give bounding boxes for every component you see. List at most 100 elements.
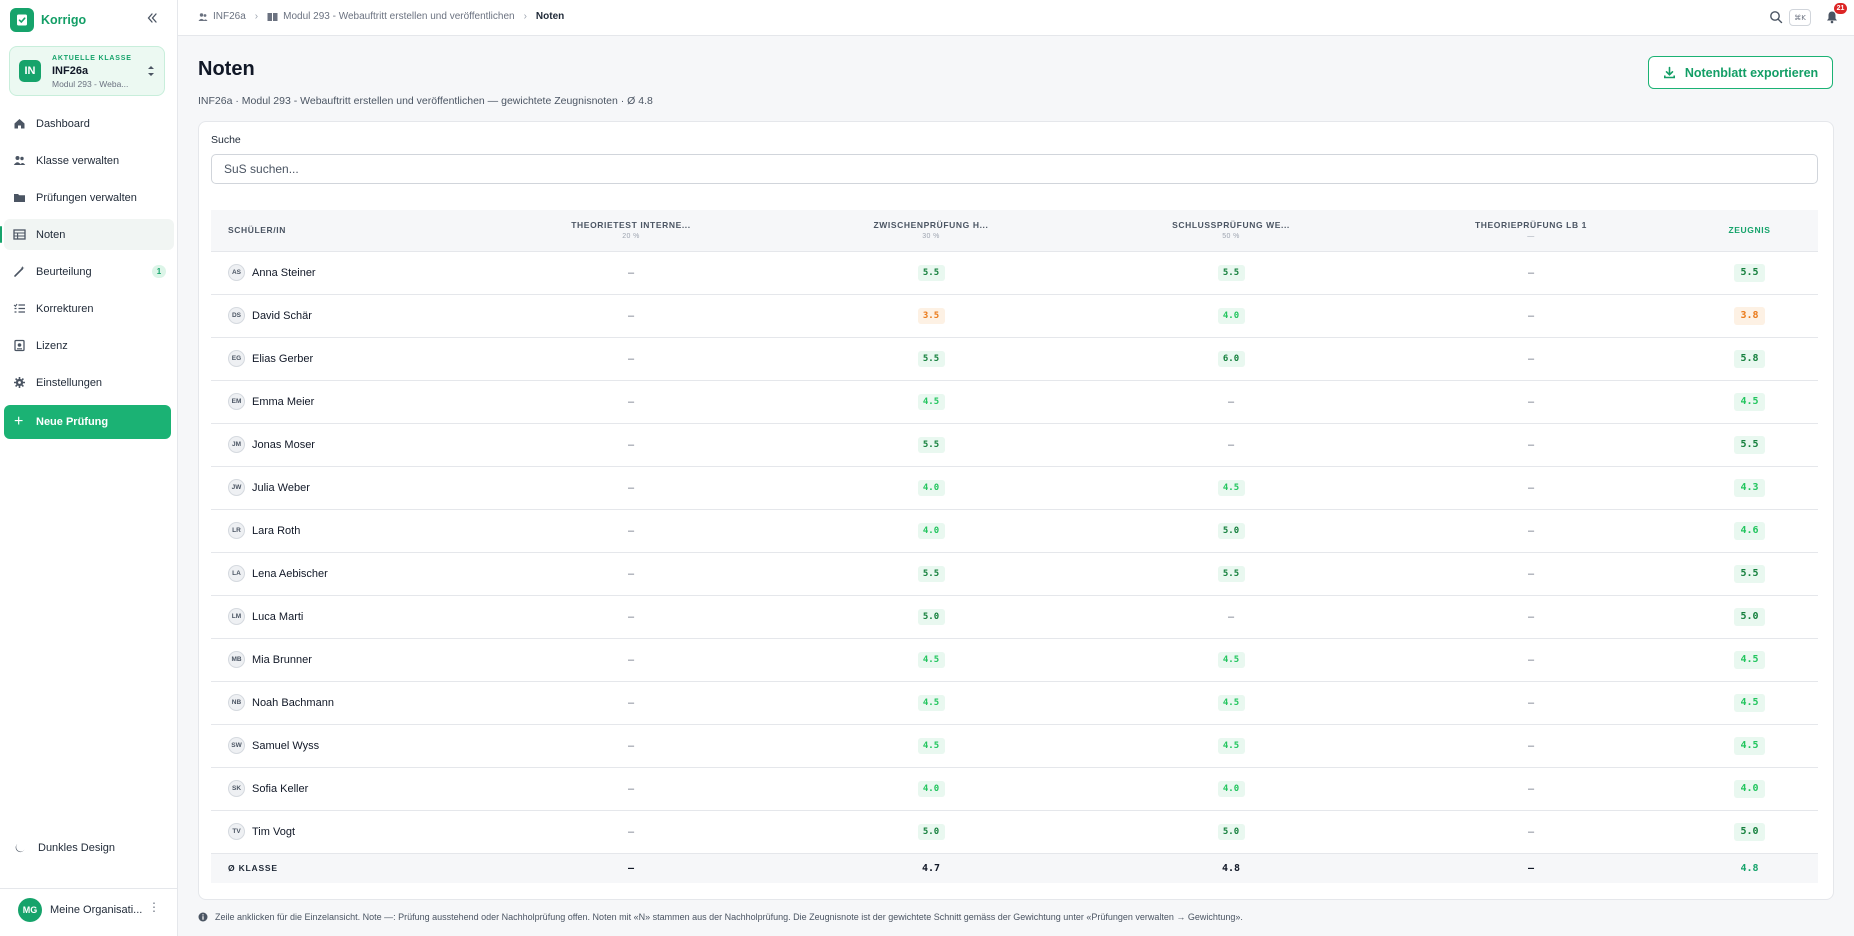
table-row[interactable]: AS Anna Steiner – 5.5 5.5 – 5.5 xyxy=(211,250,1818,294)
student-cell: SW Samuel Wyss xyxy=(211,723,481,767)
grade-cell: – xyxy=(481,766,781,810)
zeugnis-grade-badge: 5.5 xyxy=(1734,564,1765,583)
grade-cell: 4.0 xyxy=(781,766,1081,810)
grade-cell: 3.5 xyxy=(781,293,1081,337)
export-grades-button[interactable]: Notenblatt exportieren xyxy=(1648,56,1833,89)
new-exam-button[interactable]: + Neue Prüfung xyxy=(4,405,171,439)
grade-missing: – xyxy=(1527,352,1535,365)
table-row[interactable]: JW Julia Weber – 4.0 4.5 – 4.3 xyxy=(211,465,1818,509)
table-row[interactable]: NB Noah Bachmann – 4.5 4.5 – 4.5 xyxy=(211,680,1818,724)
sidebar-item-korrekturen[interactable]: Korrekturen xyxy=(4,293,174,324)
grade-cell: 4.5 xyxy=(781,379,1081,423)
grade-badge: 5.0 xyxy=(917,608,945,625)
search-icon[interactable] xyxy=(1769,10,1783,24)
grade-cell: – xyxy=(481,594,781,638)
grade-badge: 5.5 xyxy=(917,565,945,582)
table-row[interactable]: JM Jonas Moser – 5.5 – – 5.5 xyxy=(211,422,1818,466)
table-row[interactable]: SW Samuel Wyss – 4.5 4.5 – 4.5 xyxy=(211,723,1818,767)
student: NB Noah Bachmann xyxy=(228,694,481,711)
sidebar-item-beurteilung[interactable]: Beurteilung 1 xyxy=(4,256,174,287)
column-header[interactable]: THEORIEPRÜFUNG LB 1 — xyxy=(1381,210,1681,251)
grade-badge: 4.0 xyxy=(917,780,945,797)
student-avatar: NB xyxy=(228,694,245,711)
column-header[interactable]: SCHLUSSPRÜFUNG WE... 50 % xyxy=(1081,210,1381,251)
grade-missing: – xyxy=(627,825,635,838)
grade-missing: – xyxy=(1527,782,1535,795)
column-header[interactable]: ZEUGNIS xyxy=(1681,210,1818,251)
grade-cell: – xyxy=(481,465,781,509)
student-name: Tim Vogt xyxy=(252,825,295,838)
grade-cell: 5.5 xyxy=(781,551,1081,595)
more-vertical-icon[interactable]: ⋮ xyxy=(148,900,160,914)
users-icon xyxy=(198,12,208,21)
breadcrumb: INF26a › Modul 293 - Webauftritt erstell… xyxy=(198,11,564,22)
table-row[interactable]: LM Luca Marti – 5.0 – – 5.0 xyxy=(211,594,1818,638)
table-row[interactable]: DS David Schär – 3.5 4.0 – 3.8 xyxy=(211,293,1818,337)
table-row[interactable]: LR Lara Roth – 4.0 5.0 – 4.6 xyxy=(211,508,1818,552)
new-exam-label: Neue Prüfung xyxy=(36,416,109,428)
brand[interactable]: Korrigo xyxy=(10,8,86,32)
grade-cell: 5.5 xyxy=(781,336,1081,380)
student: LR Lara Roth xyxy=(228,522,481,539)
column-header[interactable]: ZWISCHENPRÜFUNG H... 30 % xyxy=(781,210,1081,251)
table-row[interactable]: LA Lena Aebischer – 5.5 5.5 – 5.5 xyxy=(211,551,1818,595)
dark-mode-toggle[interactable]: Dunkles Design xyxy=(14,840,115,856)
student-cell: JW Julia Weber xyxy=(211,465,481,509)
student-avatar: JM xyxy=(228,436,245,453)
class-switcher[interactable]: IN AKTUELLE KLASSE INF26a Modul 293 - We… xyxy=(9,46,165,96)
organization-menu[interactable]: MG Meine Organisati... ⋮ xyxy=(0,888,178,936)
sidebar-item-noten[interactable]: Noten xyxy=(0,219,174,250)
column-title: SCHLUSSPRÜFUNG WE... xyxy=(1172,220,1290,231)
breadcrumb-class[interactable]: INF26a xyxy=(198,11,246,22)
table-row[interactable]: EM Emma Meier – 4.5 – – 4.5 xyxy=(211,379,1818,423)
sidebar-item-prüfungen-verwalten[interactable]: Prüfungen verwalten xyxy=(4,182,174,213)
grade-cell: – xyxy=(1381,766,1681,810)
student-name: Samuel Wyss xyxy=(252,739,320,752)
zeugnis-grade-badge: 4.5 xyxy=(1734,650,1765,669)
zeugnis-cell: 4.6 xyxy=(1681,508,1818,552)
zeugnis-grade-badge: 5.0 xyxy=(1734,822,1765,841)
average-label: Ø KLASSE xyxy=(211,852,481,883)
student: JW Julia Weber xyxy=(228,479,481,496)
grade-cell: 5.0 xyxy=(781,809,1081,853)
student: EM Emma Meier xyxy=(228,393,481,410)
grade-missing: – xyxy=(627,524,635,537)
sidebar-item-einstellungen[interactable]: Einstellungen xyxy=(4,367,174,398)
class-avatar: IN xyxy=(19,60,41,82)
grade-cell: – xyxy=(1081,594,1381,638)
student-avatar: MB xyxy=(228,651,245,668)
bell-icon[interactable] xyxy=(1825,10,1839,24)
sidebar-item-label: Einstellungen xyxy=(36,376,103,389)
student-cell: EG Elias Gerber xyxy=(211,336,481,380)
zeugnis-cell: 4.3 xyxy=(1681,465,1818,509)
table-row[interactable]: EG Elias Gerber – 5.5 6.0 – 5.8 xyxy=(211,336,1818,380)
average-value: 4.7 xyxy=(921,863,941,875)
moon-icon xyxy=(14,842,26,854)
zeugnis-grade-badge: 4.0 xyxy=(1734,779,1765,798)
student-search-input[interactable] xyxy=(211,154,1818,184)
breadcrumb-module[interactable]: Modul 293 - Webauftritt erstellen und ve… xyxy=(267,11,515,22)
sidebar-item-klasse-verwalten[interactable]: Klasse verwalten xyxy=(4,145,174,176)
table-row[interactable]: SK Sofia Keller – 4.0 4.0 – 4.0 xyxy=(211,766,1818,810)
grade-badge: 4.5 xyxy=(917,393,945,410)
student-avatar: TV xyxy=(228,823,245,840)
grade-badge: 5.0 xyxy=(917,823,945,840)
student-cell: EM Emma Meier xyxy=(211,379,481,423)
column-title: SCHÜLER/IN xyxy=(228,225,286,236)
sidebar-item-dashboard[interactable]: Dashboard xyxy=(4,108,174,139)
collapse-sidebar-icon[interactable] xyxy=(144,10,160,26)
column-header[interactable]: THEORIETEST INTERNE... 20 % xyxy=(481,210,781,251)
table-row[interactable]: TV Tim Vogt – 5.0 5.0 – 5.0 xyxy=(211,809,1818,853)
grade-badge: 5.5 xyxy=(917,264,945,281)
student-avatar: DS xyxy=(228,307,245,324)
column-header[interactable]: SCHÜLER/IN xyxy=(211,210,481,251)
sidebar-item-lizenz[interactable]: Lizenz xyxy=(4,330,174,361)
grade-missing: – xyxy=(1527,653,1535,666)
grade-missing: – xyxy=(1227,610,1235,623)
grade-missing: – xyxy=(1527,524,1535,537)
student-name: Anna Steiner xyxy=(252,266,316,279)
student: MB Mia Brunner xyxy=(228,651,481,668)
table-row[interactable]: MB Mia Brunner – 4.5 4.5 – 4.5 xyxy=(211,637,1818,681)
grade-badge: 4.0 xyxy=(1217,780,1245,797)
grade-cell: – xyxy=(1081,379,1381,423)
